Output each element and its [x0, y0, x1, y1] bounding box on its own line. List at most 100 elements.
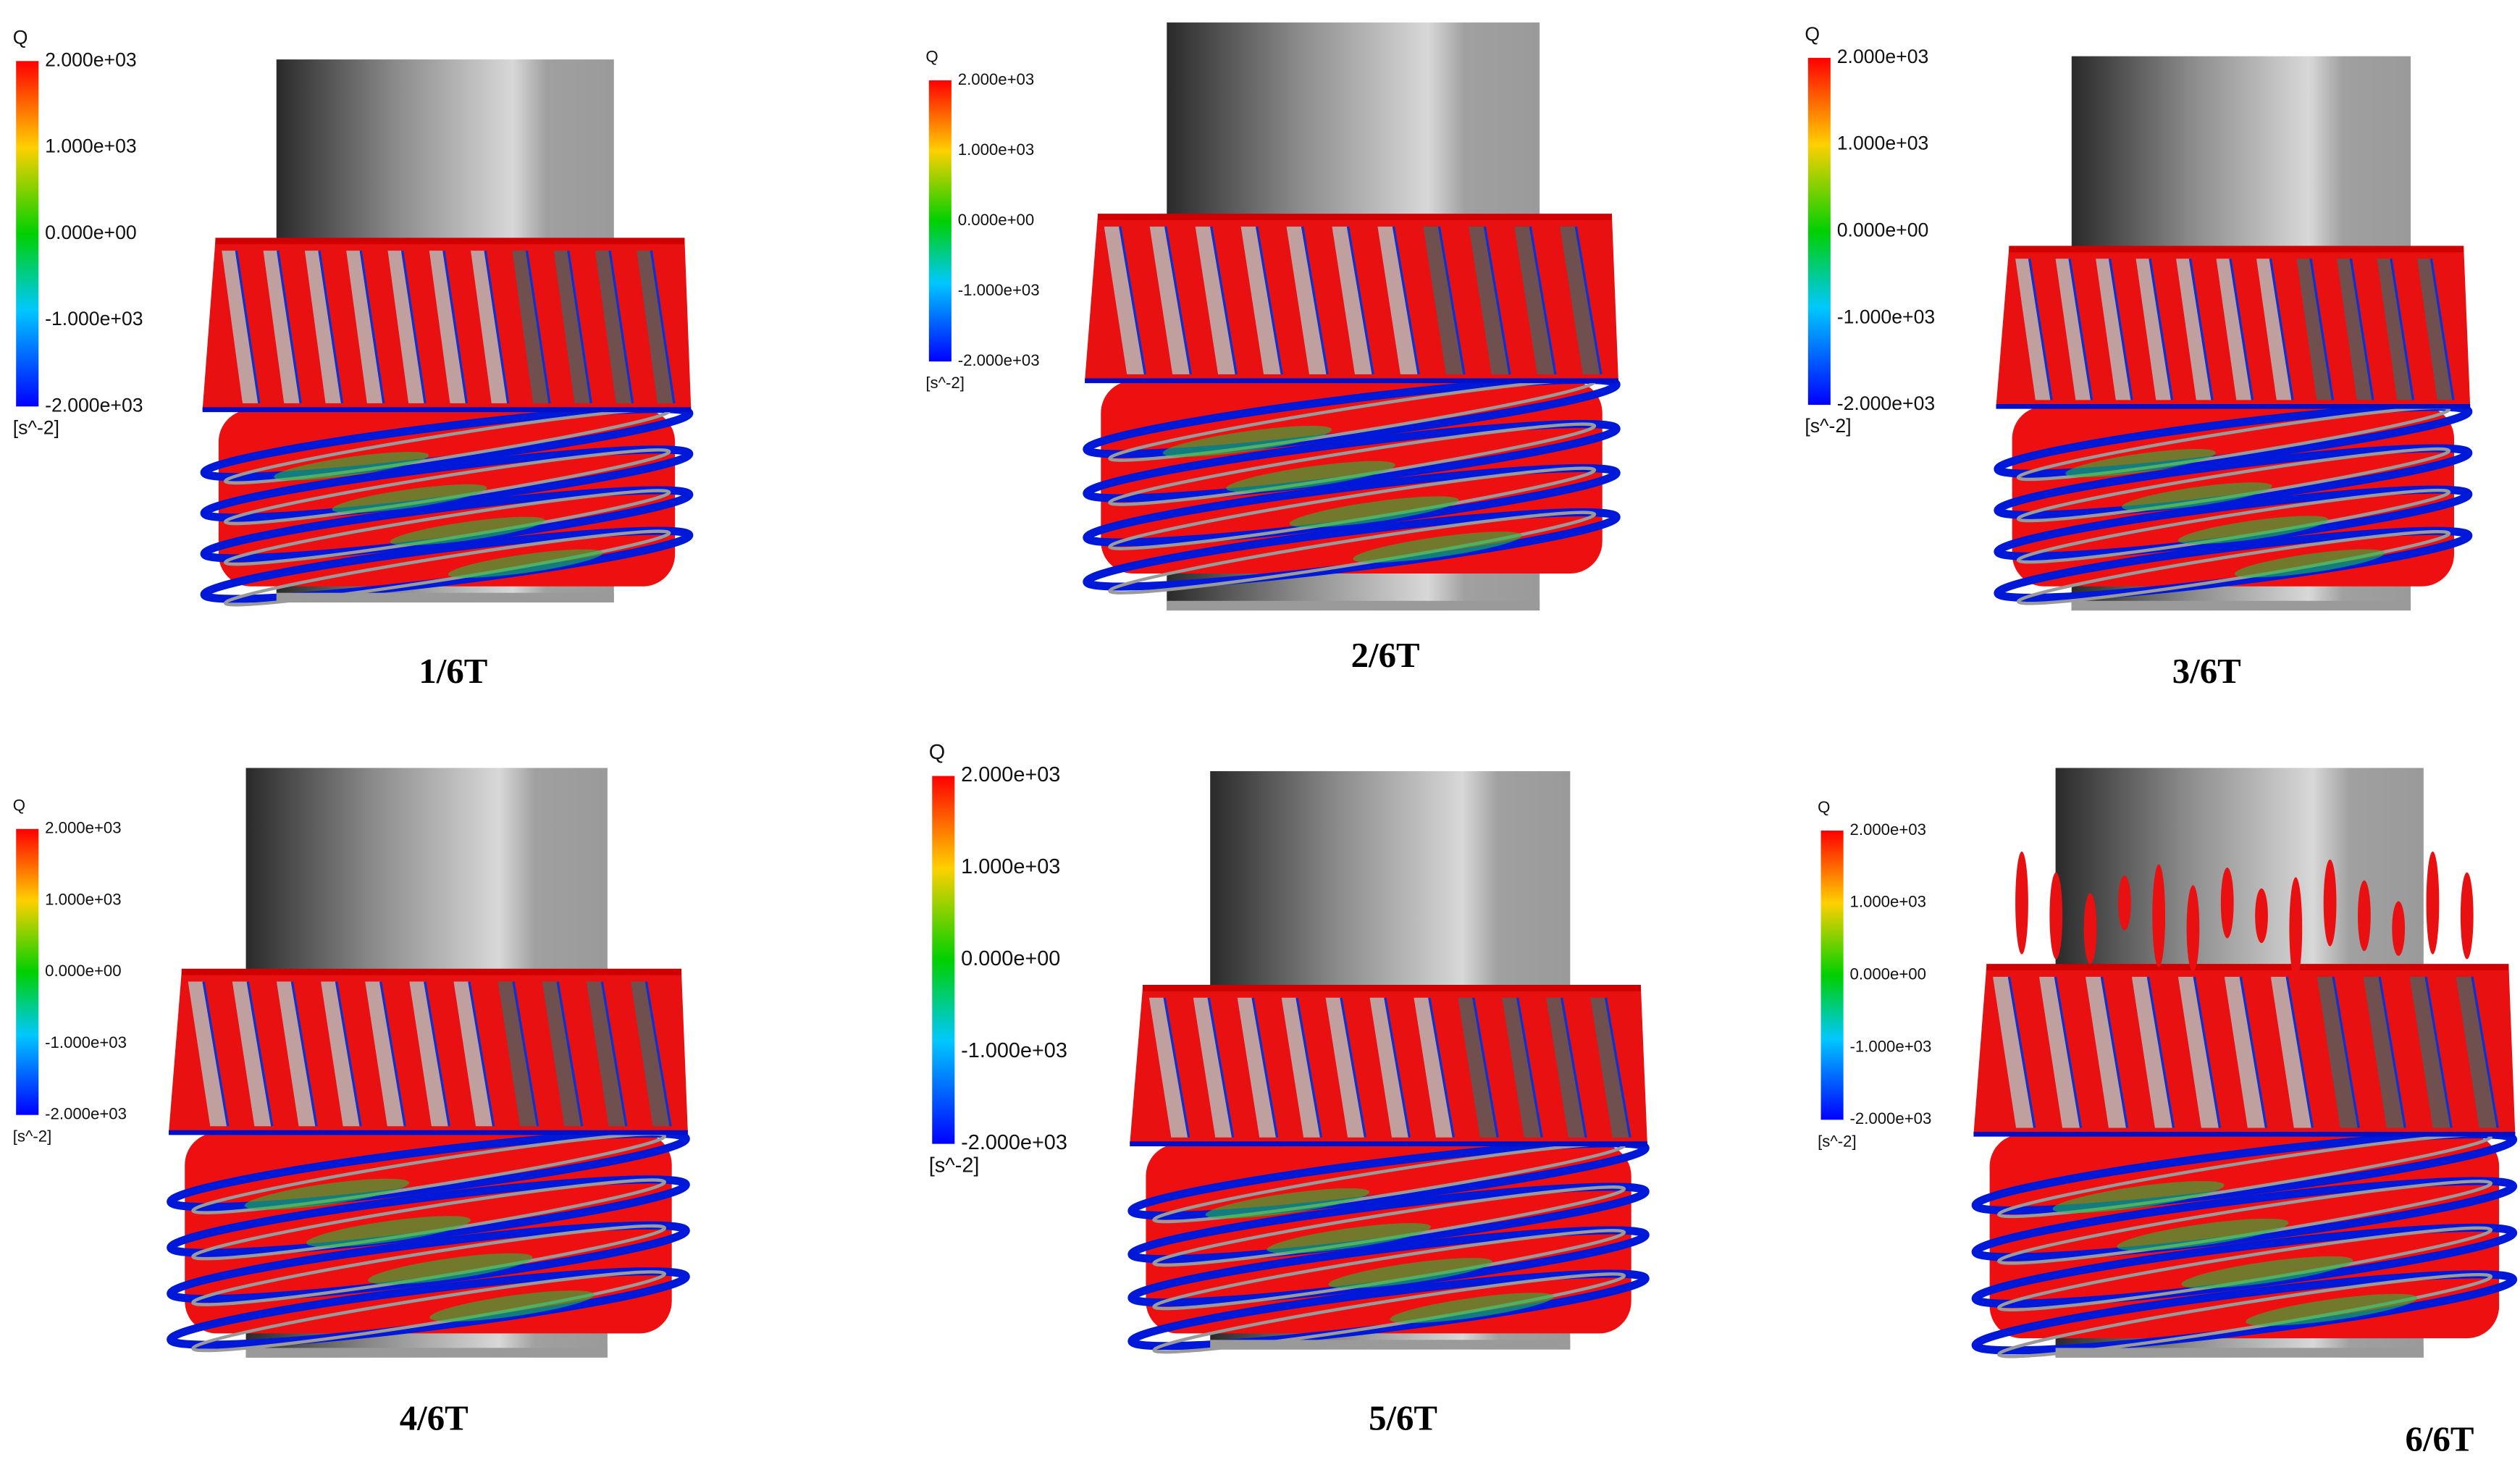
blade-edge: [556, 981, 584, 1127]
blade-edge: [650, 250, 676, 404]
colorbar-label: 0.000e+00: [45, 222, 137, 243]
blade-passage: [1377, 226, 1419, 374]
blade-passage: [595, 251, 633, 403]
blade-edge: [608, 250, 634, 404]
blade-edge: [400, 250, 427, 404]
blade-edge: [1428, 997, 1455, 1138]
panel: Q 2.000e+03 1.000e+03 0.000e+00 -1.000e+03 -2…: [1818, 768, 2518, 1458]
blade-edge: [525, 250, 551, 404]
blade-passage: [2176, 259, 2212, 400]
colorbar-label: 1.000e+03: [45, 135, 137, 157]
blade-edge: [2269, 258, 2294, 400]
blade-edge: [2332, 976, 2360, 1128]
worm-blade: [1994, 403, 2473, 478]
blade-passage: [1590, 997, 1631, 1138]
blade-passage: [1240, 226, 1282, 374]
vortex-patch: [448, 549, 603, 578]
blade-passage: [637, 251, 674, 403]
vortex-patch: [390, 516, 545, 545]
colorbar-label: -1.000e+03: [958, 281, 1040, 299]
blade-passage: [1237, 997, 1277, 1138]
colorbar-label: -2.000e+03: [1850, 1109, 1932, 1127]
caption: 2/6T: [1351, 636, 1420, 675]
worm-blade: [1994, 526, 2473, 602]
panel: Q 2.000e+03 1.000e+03 0.000e+00 -1.000e+03 -2…: [1805, 23, 2473, 691]
blade-edge: [1516, 997, 1543, 1138]
blade-edge: [2429, 258, 2455, 400]
colorbar-label: -1.000e+03: [45, 1033, 127, 1051]
blade-edge: [1529, 226, 1557, 375]
vortex-patch: [306, 1216, 471, 1248]
blade-edge: [2285, 976, 2314, 1128]
vortex-patch: [2052, 1180, 2225, 1214]
vortex-filament: [2358, 880, 2371, 952]
worm-edge: [191, 1270, 667, 1353]
vortex-patch: [1289, 496, 1459, 528]
impeller-render: [1971, 768, 2518, 1358]
blade-passage: [2377, 259, 2414, 400]
legend: Q 2.000e+03 1.000e+03 0.000e+00 -1.000e+03 -2…: [13, 797, 127, 1146]
colorbar-label: 0.000e+00: [45, 962, 121, 980]
blade-edge: [442, 250, 468, 404]
vortex-filament: [2255, 888, 2268, 944]
legend-title: Q: [13, 797, 25, 815]
colorbar: [928, 80, 952, 362]
colorbar-label: -2.000e+03: [1837, 392, 1935, 414]
blade-passage: [1325, 997, 1366, 1138]
colorbar-label: -2.000e+03: [961, 1131, 1067, 1154]
blade-edge: [2146, 976, 2175, 1128]
vortex-patch: [2065, 448, 2216, 477]
vortex-filament: [2186, 885, 2200, 973]
colorbar-label: 1.000e+03: [1850, 893, 1926, 911]
blade-passage: [1369, 997, 1410, 1138]
vortex-patch: [244, 1178, 409, 1210]
blade-edge: [202, 981, 230, 1127]
colorbar-label: -1.000e+03: [1837, 306, 1935, 327]
vortex-filament: [2049, 872, 2063, 959]
colorbar-label: 0.000e+00: [958, 211, 1034, 229]
worm-blade: [1971, 1177, 2518, 1261]
blade-passage: [2456, 976, 2498, 1128]
blade-passage: [2038, 976, 2081, 1128]
blade-edge: [1210, 226, 1238, 375]
blade-edge: [2054, 976, 2083, 1128]
colorbar-label: 1.000e+03: [958, 140, 1034, 159]
blade-edge: [2068, 258, 2093, 400]
impeller-render: [200, 59, 694, 607]
vortex-filament: [2083, 893, 2097, 965]
vortex-patch: [1205, 1188, 1370, 1219]
blade-edge: [1119, 226, 1147, 375]
vortex-patch: [2177, 516, 2329, 545]
blade-edge: [644, 981, 672, 1127]
vortex-filament: [2220, 868, 2234, 938]
worm-blade: [1083, 508, 1621, 591]
legend-unit: [s^-2]: [929, 1154, 980, 1177]
blade-passage: [1281, 997, 1322, 1138]
blade-edge: [1295, 997, 1323, 1138]
blade-passage: [263, 251, 301, 403]
vortex-filament: [2152, 864, 2166, 967]
blade-edge: [2349, 258, 2374, 400]
blade-passage: [387, 251, 426, 403]
legend: Q 2.000e+03 1.000e+03 0.000e+00 -1.000e+03 -2…: [1805, 23, 1935, 437]
vortex-patch: [368, 1253, 533, 1285]
colorbar-label: 2.000e+03: [45, 819, 121, 837]
vortex-filament: [2392, 901, 2406, 957]
blade-passage: [471, 251, 508, 403]
blade-passage: [2224, 976, 2267, 1128]
vortex-patch: [1328, 1258, 1492, 1288]
colorbar-label: -1.000e+03: [961, 1039, 1067, 1062]
vortex-patch: [2246, 1293, 2418, 1326]
worm-blade: [200, 405, 694, 482]
blade-edge: [1392, 226, 1420, 375]
blade-edge: [567, 250, 592, 404]
blade-passage: [2317, 976, 2359, 1128]
shaft-bottom: [276, 592, 614, 602]
blade-edge: [276, 250, 302, 404]
blade-edge: [1255, 226, 1283, 375]
blade-passage: [429, 251, 467, 403]
colorbar-label: -2.000e+03: [45, 394, 143, 416]
legend-unit: [s^-2]: [925, 374, 965, 392]
blade-passage: [2015, 259, 2052, 400]
